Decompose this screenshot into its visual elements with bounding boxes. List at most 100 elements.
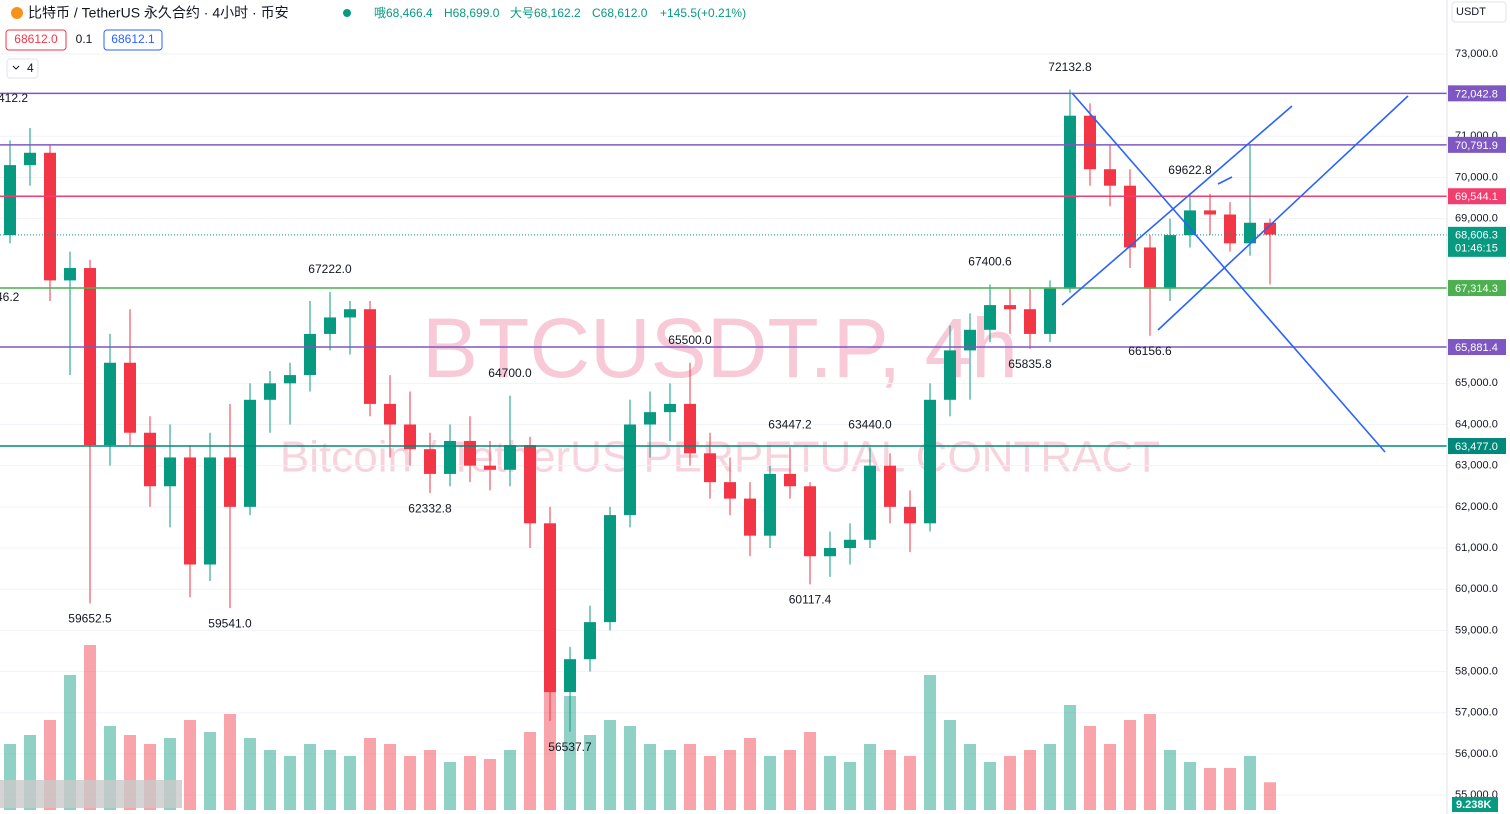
candle-body [604,515,616,623]
plot: 72132.8 69622.8 67400.6 67222.0 65500.0 64700… [0,53,1447,810]
candle-body [884,465,896,507]
y-tick-label: 64,000.0 [1455,418,1498,430]
y-tick-label: 73,000.0 [1455,48,1498,60]
volume-bar [1204,768,1216,810]
volume-bar [984,762,996,810]
sell-button[interactable] [5,29,67,51]
volume-bar [444,762,456,810]
candle-body [784,473,796,487]
y-tick-label: 59,000.0 [1455,624,1498,636]
candle-body [744,498,756,536]
price-annotation: 60117.4 [789,593,832,607]
trend-line [1071,92,1386,453]
level-label: 70,791.9 [1455,140,1498,152]
volume-bar [544,690,556,810]
candle-body [1184,210,1196,236]
spread: 0.1 [76,32,93,46]
trend-line [1061,105,1293,306]
candle-body [324,317,336,334]
candle-body [684,403,696,454]
y-tick-label: 57,000.0 [1455,707,1498,719]
y-tick-label: 63,000.0 [1455,460,1498,472]
close: C68,612.0 [592,6,648,20]
volume-bar [864,744,876,810]
candle-body [544,523,556,693]
candle-body [1064,115,1076,289]
volume-bar [344,756,356,810]
y-tick-label: 58,000.0 [1455,665,1498,677]
candle-body [844,539,856,549]
volume-bar [384,744,396,810]
level-label: 63,477.0 [1455,441,1498,453]
volume-bar [484,759,496,810]
candle-body [384,403,396,425]
candle-body [1244,222,1256,244]
candle-body [184,457,196,565]
candle-body [424,449,436,474]
buy-button[interactable] [103,29,163,51]
volume-bar [404,756,416,810]
candle-body [704,453,716,483]
volume-bar [724,750,736,810]
trend-lines [1061,92,1409,453]
buy-price[interactable]: 68612.1 [111,32,155,46]
volume-bar [84,645,96,810]
candle-body [104,362,116,446]
level-label-box [1448,136,1506,153]
volume-bar [1124,720,1136,810]
symbol: 比特币 / TetherUS 永久合约 · 4小时 · 币安 [28,5,289,21]
volume-bar [664,750,676,810]
clipped-label: 46.2 [0,290,20,304]
volume-bar [1244,756,1256,810]
volume-bar [1184,762,1196,810]
price-annotation: 65500.0 [668,333,712,347]
price-annotation: 69622.8 [1168,163,1212,177]
candle-body [304,333,316,376]
volume-bar [304,744,316,810]
price-annotation: 59541.0 [208,616,252,630]
price-annotation: 62332.8 [408,501,452,515]
level-label: 65,881.4 [1455,342,1498,354]
candle-body [1084,115,1096,170]
candle-body [84,268,96,446]
y-tick-label: 65,000.0 [1455,377,1498,389]
candle-body [404,424,416,450]
volume-bar [64,675,76,810]
header: 比特币 / TetherUS 永久合约 · 4小时 · 币安 哦68,466.4… [5,1,1507,79]
candle-body [1104,169,1116,186]
candle-body [564,659,576,693]
candle-body [1144,247,1156,289]
volume-label-box [1452,797,1498,812]
volume-bar [284,756,296,810]
currency-select[interactable] [1451,1,1507,23]
volume-bar [424,750,436,810]
volume-bar [324,750,336,810]
candle-body [824,548,836,557]
volume-bar [784,750,796,810]
clipped-label: 412.2 [0,91,28,105]
candle-body [1124,185,1136,248]
price-annotation: 59652.5 [68,612,112,626]
watermark-symbol: BTCUSDT.P, 4h [422,301,1018,395]
currency[interactable]: USDT [1456,6,1486,18]
volume-bar [744,738,756,810]
candle-body [864,465,876,540]
candle-body [804,486,816,557]
volume-bar [504,750,516,810]
price-annotation: 67222.0 [308,262,352,276]
volume-bar [1264,782,1276,810]
candle-body [724,482,736,499]
indicator-toggle[interactable] [6,58,39,79]
indicator-count[interactable]: 4 [27,61,34,75]
sell-price[interactable]: 68612.0 [14,32,58,46]
status-dot [343,9,351,17]
price-annotation: 64700.0 [488,366,532,380]
candle-body [64,268,76,281]
y-tick-label: 70,000.0 [1455,171,1498,183]
candle-body [44,152,56,281]
candle-body [444,440,456,474]
level-label-box [1448,438,1506,455]
candle-body [984,305,996,330]
volume-bar [1104,744,1116,810]
